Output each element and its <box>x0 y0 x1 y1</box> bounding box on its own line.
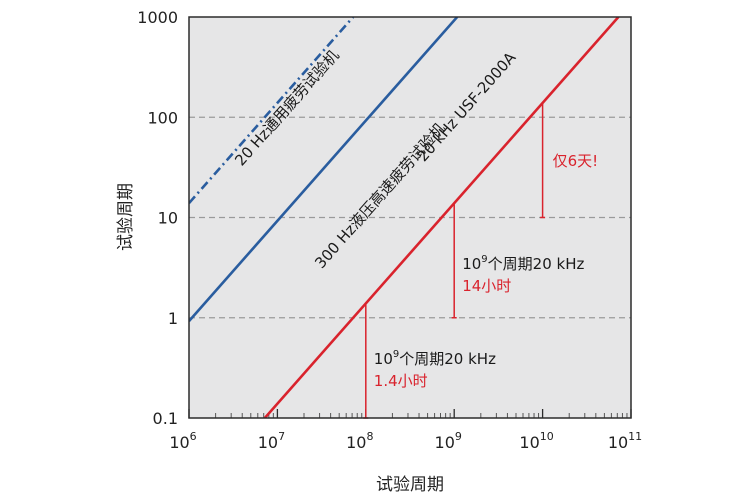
x-tick-exponent: 9 <box>455 430 462 443</box>
y-tick-label: 1000 <box>137 8 178 27</box>
x-tick-base: 10 <box>519 433 539 452</box>
annotation-duration-label: 14小时 <box>462 277 511 295</box>
x-tick-base: 10 <box>258 433 278 452</box>
x-tick-exponent: 7 <box>278 430 285 443</box>
series-lines <box>189 17 620 418</box>
series-line <box>189 17 459 322</box>
y-tick-label: 10 <box>158 209 178 228</box>
annotation-cycles-label: 109个周期20 kHz <box>374 349 496 368</box>
annotation-exponent: 9 <box>393 349 399 360</box>
x-tick-exponent: 10 <box>540 430 554 443</box>
x-tick-base: 10 <box>169 433 189 452</box>
annotation-base: 10 <box>374 350 393 368</box>
annotation-rest: 个周期20 kHz <box>399 350 496 368</box>
x-tick-exponent: 6 <box>190 430 197 443</box>
x-tick-label: 108 <box>346 430 373 452</box>
annotation-rest: 个周期20 kHz <box>488 255 585 273</box>
x-tick-label: 1011 <box>608 430 642 452</box>
series-line <box>189 17 355 205</box>
series-line <box>263 17 620 418</box>
annotation-base: 10 <box>462 255 481 273</box>
annotation-duration-label: 1.4小时 <box>374 372 428 390</box>
x-tick-base: 10 <box>435 433 455 452</box>
x-tick-label: 107 <box>258 430 285 452</box>
y-tick-label: 1 <box>168 309 178 328</box>
gridlines <box>189 116 631 319</box>
annotation-exponent: 9 <box>481 254 487 265</box>
annotation-label: 仅6天! <box>553 152 599 170</box>
x-tick-label: 109 <box>435 430 462 452</box>
plot-frame <box>188 16 632 419</box>
x-tick-exponent: 11 <box>628 430 642 443</box>
x-axis-title: 试验周期 <box>376 475 444 495</box>
x-tick-base: 10 <box>346 433 366 452</box>
x-tick-label: 1010 <box>519 430 553 452</box>
x-tick-label: 106 <box>169 430 196 452</box>
x-tick-base: 10 <box>608 433 628 452</box>
x-tick-exponent: 8 <box>366 430 373 443</box>
y-tick-label: 100 <box>147 108 178 127</box>
annotation-cycles-label: 109个周期20 kHz <box>462 254 584 273</box>
y-tick-label: 0.1 <box>153 409 178 428</box>
y-axis-title: 试验周期 <box>116 183 136 251</box>
